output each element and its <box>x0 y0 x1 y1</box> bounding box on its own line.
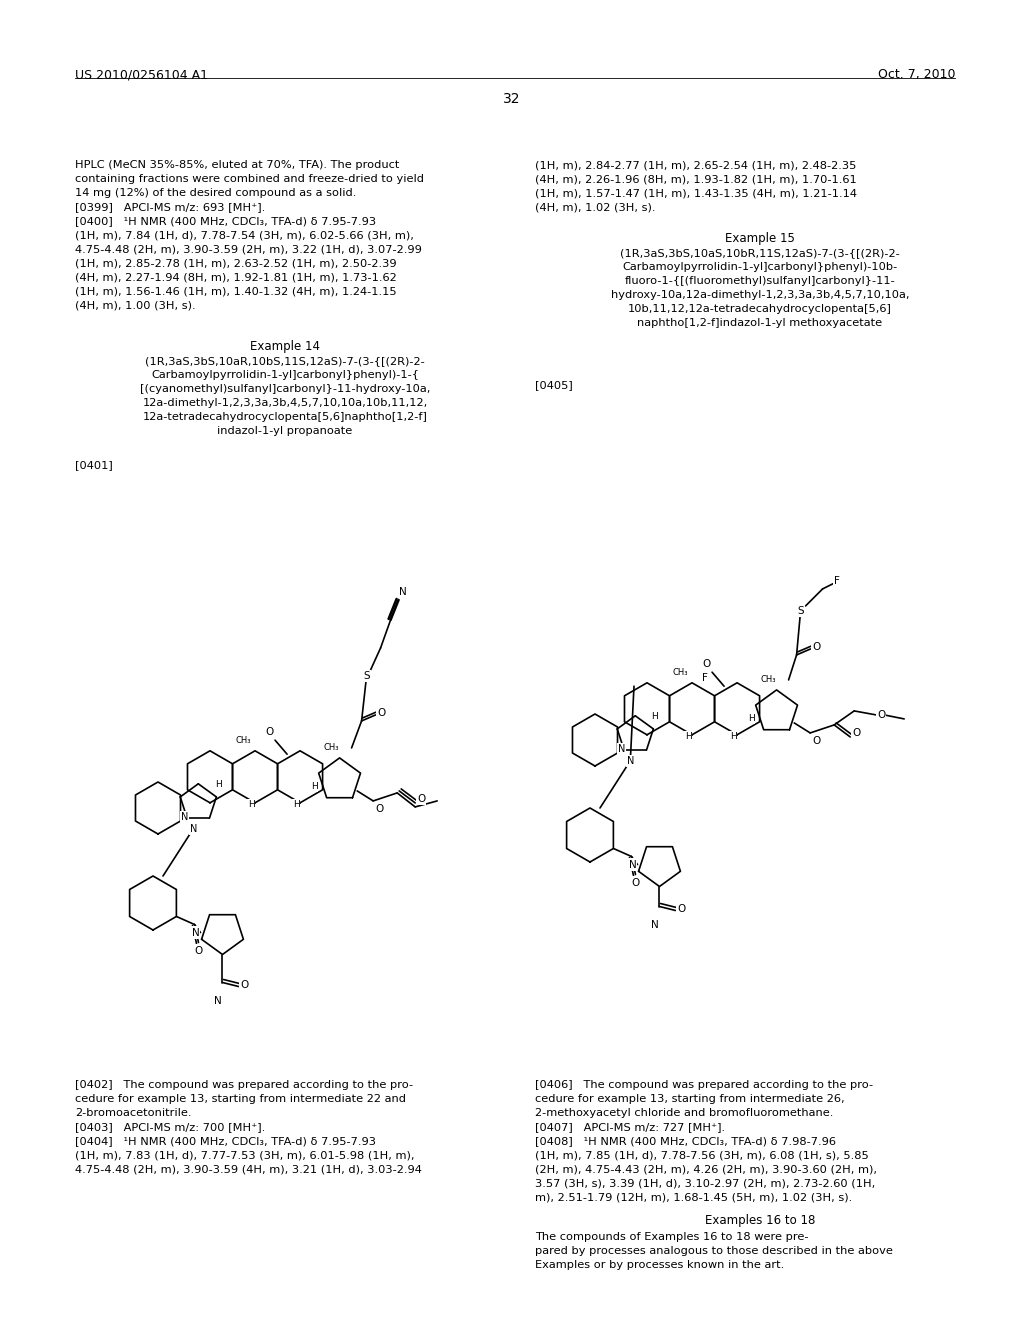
Text: F: F <box>834 576 840 586</box>
Text: O: O <box>812 642 820 652</box>
Text: N: N <box>629 859 636 870</box>
Text: N: N <box>189 824 197 834</box>
Text: (1H, m), 7.85 (1H, d), 7.78-7.56 (3H, m), 6.08 (1H, s), 5.85: (1H, m), 7.85 (1H, d), 7.78-7.56 (3H, m)… <box>535 1150 868 1160</box>
Text: Carbamoylpyrrolidin-1-yl]carbonyl}phenyl)-1-{: Carbamoylpyrrolidin-1-yl]carbonyl}phenyl… <box>151 370 419 380</box>
Text: N: N <box>214 995 221 1006</box>
Text: F: F <box>702 673 708 684</box>
Text: Examples 16 to 18: Examples 16 to 18 <box>705 1214 815 1228</box>
Text: O: O <box>852 727 860 738</box>
Text: N: N <box>650 920 658 929</box>
Text: (1R,3aS,3bS,10aS,10bR,11S,12aS)-7-(3-{[(2R)-2-: (1R,3aS,3bS,10aS,10bR,11S,12aS)-7-(3-{[(… <box>621 248 900 257</box>
Text: O: O <box>632 878 640 887</box>
Text: [0405]: [0405] <box>535 380 572 389</box>
Text: H: H <box>730 733 736 742</box>
Text: O: O <box>878 710 886 719</box>
Text: [(cyanomethyl)sulfanyl]carbonyl}-11-hydroxy-10a,: [(cyanomethyl)sulfanyl]carbonyl}-11-hydr… <box>140 384 430 393</box>
Text: H: H <box>748 714 755 723</box>
Text: O: O <box>812 737 820 746</box>
Text: O: O <box>241 979 249 990</box>
Text: The compounds of Examples 16 to 18 were pre-: The compounds of Examples 16 to 18 were … <box>535 1232 809 1242</box>
Text: CH₃: CH₃ <box>673 668 688 677</box>
Text: [0407]   APCI-MS m/z: 727 [MH⁺].: [0407] APCI-MS m/z: 727 [MH⁺]. <box>535 1122 725 1133</box>
Text: 10b,11,12,12a-tetradecahydrocyclopenta[5,6]: 10b,11,12,12a-tetradecahydrocyclopenta[5… <box>628 304 892 314</box>
Text: US 2010/0256104 A1: US 2010/0256104 A1 <box>75 69 208 81</box>
Text: O: O <box>375 804 383 814</box>
Text: CH₃: CH₃ <box>236 737 251 746</box>
Text: cedure for example 13, starting from intermediate 26,: cedure for example 13, starting from int… <box>535 1094 845 1104</box>
Text: [0402]   The compound was prepared according to the pro-: [0402] The compound was prepared accordi… <box>75 1080 413 1090</box>
Text: m), 2.51-1.79 (12H, m), 1.68-1.45 (5H, m), 1.02 (3H, s).: m), 2.51-1.79 (12H, m), 1.68-1.45 (5H, m… <box>535 1192 852 1203</box>
Text: N: N <box>180 812 188 822</box>
Text: H: H <box>215 780 221 789</box>
Text: Examples or by processes known in the art.: Examples or by processes known in the ar… <box>535 1261 784 1270</box>
Text: H: H <box>685 733 691 742</box>
Text: 2-methoxyacetyl chloride and bromofluoromethane.: 2-methoxyacetyl chloride and bromofluoro… <box>535 1107 834 1118</box>
Text: [0399]   APCI-MS m/z: 693 [MH⁺].: [0399] APCI-MS m/z: 693 [MH⁺]. <box>75 202 265 213</box>
Text: N: N <box>191 928 200 937</box>
Text: containing fractions were combined and freeze-dried to yield: containing fractions were combined and f… <box>75 174 424 183</box>
Text: (4H, m), 2.27-1.94 (8H, m), 1.92-1.81 (1H, m), 1.73-1.62: (4H, m), 2.27-1.94 (8H, m), 1.92-1.81 (1… <box>75 272 396 282</box>
Text: (4H, m), 1.00 (3H, s).: (4H, m), 1.00 (3H, s). <box>75 300 196 310</box>
Text: O: O <box>378 708 386 718</box>
Text: 14 mg (12%) of the desired compound as a solid.: 14 mg (12%) of the desired compound as a… <box>75 187 356 198</box>
Text: 4.75-4.48 (2H, m), 3.90-3.59 (2H, m), 3.22 (1H, d), 3.07-2.99: 4.75-4.48 (2H, m), 3.90-3.59 (2H, m), 3.… <box>75 244 422 253</box>
Text: (4H, m), 2.26-1.96 (8H, m), 1.93-1.82 (1H, m), 1.70-1.61: (4H, m), 2.26-1.96 (8H, m), 1.93-1.82 (1… <box>535 174 857 183</box>
Text: naphtho[1,2-f]indazol-1-yl methoxyacetate: naphtho[1,2-f]indazol-1-yl methoxyacetat… <box>637 318 883 327</box>
Text: 12a-dimethyl-1,2,3,3a,3b,4,5,7,10,10a,10b,11,12,: 12a-dimethyl-1,2,3,3a,3b,4,5,7,10,10a,10… <box>142 399 428 408</box>
Text: H: H <box>651 713 658 721</box>
Text: [0406]   The compound was prepared according to the pro-: [0406] The compound was prepared accordi… <box>535 1080 873 1090</box>
Text: H: H <box>310 783 317 791</box>
Text: Carbamoylpyrrolidin-1-yl]carbonyl}phenyl)-10b-: Carbamoylpyrrolidin-1-yl]carbonyl}phenyl… <box>623 261 898 272</box>
Text: [0400]   ¹H NMR (400 MHz, CDCl₃, TFA-d) δ 7.95-7.93: [0400] ¹H NMR (400 MHz, CDCl₃, TFA-d) δ … <box>75 216 376 226</box>
Text: (1R,3aS,3bS,10aR,10bS,11S,12aS)-7-(3-{[(2R)-2-: (1R,3aS,3bS,10aR,10bS,11S,12aS)-7-(3-{[(… <box>145 356 425 366</box>
Text: (1H, m), 1.56-1.46 (1H, m), 1.40-1.32 (4H, m), 1.24-1.15: (1H, m), 1.56-1.46 (1H, m), 1.40-1.32 (4… <box>75 286 396 296</box>
Text: S: S <box>364 671 370 681</box>
Text: 2-bromoacetonitrile.: 2-bromoacetonitrile. <box>75 1107 191 1118</box>
Text: O: O <box>195 945 203 956</box>
Text: (1H, m), 2.85-2.78 (1H, m), 2.63-2.52 (1H, m), 2.50-2.39: (1H, m), 2.85-2.78 (1H, m), 2.63-2.52 (1… <box>75 257 396 268</box>
Text: HPLC (MeCN 35%-85%, eluted at 70%, TFA). The product: HPLC (MeCN 35%-85%, eluted at 70%, TFA).… <box>75 160 399 170</box>
Text: O: O <box>417 793 425 804</box>
Text: O: O <box>677 903 686 913</box>
Text: hydroxy-10a,12a-dimethyl-1,2,3,3a,3b,4,5,7,10,10a,: hydroxy-10a,12a-dimethyl-1,2,3,3a,3b,4,5… <box>610 290 909 300</box>
Text: pared by processes analogous to those described in the above: pared by processes analogous to those de… <box>535 1246 893 1257</box>
Text: [0403]   APCI-MS m/z: 700 [MH⁺].: [0403] APCI-MS m/z: 700 [MH⁺]. <box>75 1122 265 1133</box>
Text: 4.75-4.48 (2H, m), 3.90-3.59 (4H, m), 3.21 (1H, d), 3.03-2.94: 4.75-4.48 (2H, m), 3.90-3.59 (4H, m), 3.… <box>75 1164 422 1173</box>
Text: (4H, m), 1.02 (3H, s).: (4H, m), 1.02 (3H, s). <box>535 202 655 213</box>
Text: N: N <box>398 587 407 597</box>
Text: Example 14: Example 14 <box>250 341 319 352</box>
Text: H: H <box>248 800 254 809</box>
Text: cedure for example 13, starting from intermediate 22 and: cedure for example 13, starting from int… <box>75 1094 406 1104</box>
Text: Example 15: Example 15 <box>725 232 795 246</box>
Text: N: N <box>617 743 625 754</box>
Text: [0401]: [0401] <box>75 459 113 470</box>
Text: (1H, m), 1.57-1.47 (1H, m), 1.43-1.35 (4H, m), 1.21-1.14: (1H, m), 1.57-1.47 (1H, m), 1.43-1.35 (4… <box>535 187 857 198</box>
Text: CH₃: CH₃ <box>324 743 339 752</box>
Text: (1H, m), 7.83 (1H, d), 7.77-7.53 (3H, m), 6.01-5.98 (1H, m),: (1H, m), 7.83 (1H, d), 7.77-7.53 (3H, m)… <box>75 1150 415 1160</box>
Text: [0404]   ¹H NMR (400 MHz, CDCl₃, TFA-d) δ 7.95-7.93: [0404] ¹H NMR (400 MHz, CDCl₃, TFA-d) δ … <box>75 1137 376 1146</box>
Text: O: O <box>701 659 711 669</box>
Text: CH₃: CH₃ <box>761 676 776 684</box>
Text: (2H, m), 4.75-4.43 (2H, m), 4.26 (2H, m), 3.90-3.60 (2H, m),: (2H, m), 4.75-4.43 (2H, m), 4.26 (2H, m)… <box>535 1164 877 1173</box>
Text: 3.57 (3H, s), 3.39 (1H, d), 3.10-2.97 (2H, m), 2.73-2.60 (1H,: 3.57 (3H, s), 3.39 (1H, d), 3.10-2.97 (2… <box>535 1177 876 1188</box>
Text: (1H, m), 7.84 (1H, d), 7.78-7.54 (3H, m), 6.02-5.66 (3H, m),: (1H, m), 7.84 (1H, d), 7.78-7.54 (3H, m)… <box>75 230 414 240</box>
Text: N: N <box>627 756 634 766</box>
Text: 12a-tetradecahydrocyclopenta[5,6]naphtho[1,2-f]: 12a-tetradecahydrocyclopenta[5,6]naphtho… <box>142 412 427 422</box>
Text: indazol-1-yl propanoate: indazol-1-yl propanoate <box>217 426 352 436</box>
Text: [0408]   ¹H NMR (400 MHz, CDCl₃, TFA-d) δ 7.98-7.96: [0408] ¹H NMR (400 MHz, CDCl₃, TFA-d) δ … <box>535 1137 836 1146</box>
Text: 32: 32 <box>503 92 521 106</box>
Text: O: O <box>265 727 273 737</box>
Text: Oct. 7, 2010: Oct. 7, 2010 <box>878 69 955 81</box>
Text: S: S <box>798 606 804 616</box>
Text: fluoro-1-{[(fluoromethyl)sulfanyl]carbonyl}-11-: fluoro-1-{[(fluoromethyl)sulfanyl]carbon… <box>625 276 895 286</box>
Text: H: H <box>293 800 299 809</box>
Text: (1H, m), 2.84-2.77 (1H, m), 2.65-2.54 (1H, m), 2.48-2.35: (1H, m), 2.84-2.77 (1H, m), 2.65-2.54 (1… <box>535 160 856 170</box>
